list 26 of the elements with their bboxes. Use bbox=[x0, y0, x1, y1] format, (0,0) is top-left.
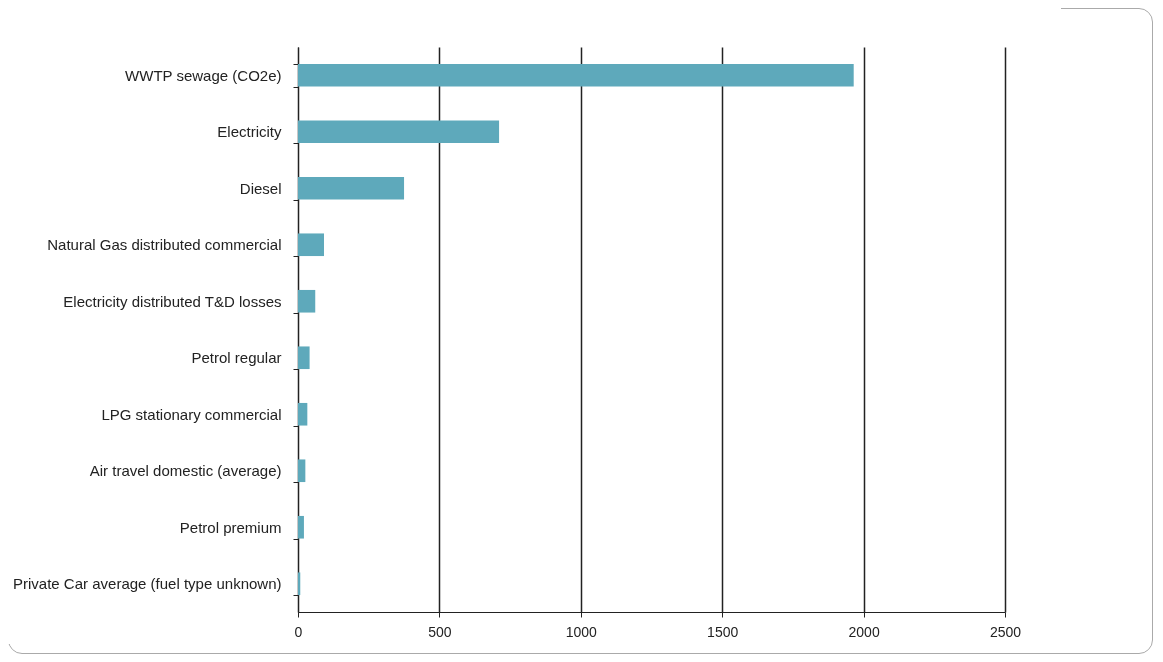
bar bbox=[298, 289, 316, 313]
y-tick-label: Petrol regular bbox=[191, 349, 282, 367]
x-tick-label: 2500 bbox=[989, 623, 1022, 640]
x-tick-label: 500 bbox=[428, 623, 452, 640]
bar bbox=[298, 515, 304, 539]
y-tick-label: Private Car average (fuel type unknown) bbox=[13, 575, 282, 593]
y-tick-label: Natural Gas distributed commercial bbox=[47, 236, 282, 254]
x-tick-label: 2000 bbox=[848, 623, 880, 640]
bar bbox=[298, 176, 405, 200]
x-tick-label: 1500 bbox=[707, 623, 739, 640]
y-tick-label: WWTP sewage (CO2e) bbox=[125, 66, 282, 84]
bar bbox=[298, 233, 325, 257]
y-tick-label: Diesel bbox=[239, 179, 282, 197]
x-tick-label: 0 bbox=[294, 623, 303, 640]
y-tick-label: Petrol premium bbox=[179, 518, 282, 536]
y-tick-label: Electricity bbox=[217, 123, 282, 141]
bar bbox=[298, 346, 310, 370]
bar bbox=[298, 402, 308, 426]
y-tick-label: Electricity distributed T&D losses bbox=[63, 292, 282, 310]
y-tick-label: LPG stationary commercial bbox=[101, 405, 282, 423]
bar bbox=[298, 459, 306, 483]
y-tick-label: Air travel domestic (average) bbox=[89, 462, 282, 480]
x-tick-label: 1000 bbox=[565, 623, 598, 640]
bar bbox=[298, 572, 301, 596]
bar bbox=[298, 120, 500, 144]
bar bbox=[298, 63, 854, 87]
